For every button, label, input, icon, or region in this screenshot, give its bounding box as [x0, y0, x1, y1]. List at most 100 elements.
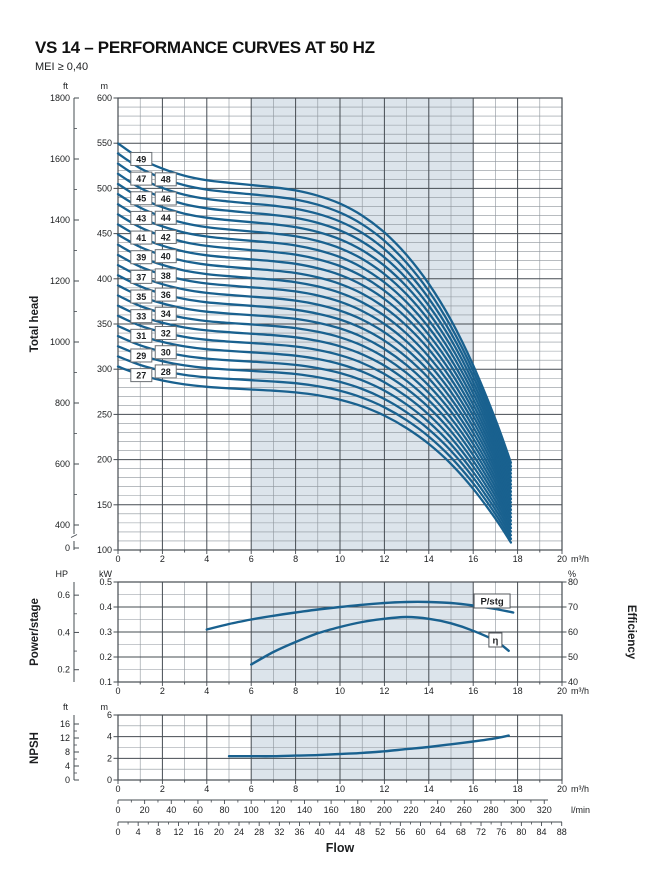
stage-label-46: 46 [154, 191, 177, 206]
head-m-tick-label: 400 [97, 274, 112, 284]
x-axis-tick-label: 8 [293, 554, 298, 564]
x-axis-tick-label: 12 [379, 686, 389, 696]
lmin-tick-label: 260 [457, 805, 472, 815]
npsh-axis-title: NPSH [29, 732, 41, 764]
flow-scale3-tick-label: 84 [537, 827, 547, 837]
x-axis-tick-label: 10 [335, 554, 345, 564]
pct-unit-label: % [568, 569, 576, 579]
stage-label-box [154, 326, 177, 341]
stage-label-text: 44 [161, 213, 171, 223]
ft-ruler-break [70, 534, 78, 538]
stage-label-text: 31 [136, 331, 146, 341]
head-ft-unit-label: ft [63, 81, 69, 91]
flow-scale3-tick-label: 76 [496, 827, 506, 837]
kw-tick-label: 0.5 [99, 577, 112, 587]
stage-label-text: 33 [136, 312, 146, 322]
head-m-tick-label: 300 [97, 364, 112, 374]
stage-label-36: 36 [154, 287, 177, 302]
stage-label-37: 37 [130, 269, 153, 284]
stage-label-box [130, 269, 153, 284]
x-axis-tick-label: 16 [468, 784, 478, 794]
head-curve-42 [116, 213, 513, 490]
npsh-m-tick-label: 2 [107, 753, 112, 763]
head-curve-28 [116, 355, 513, 541]
pct-tick-label: 80 [568, 577, 578, 587]
lmin-tick-label: 100 [244, 805, 259, 815]
lmin-tick-label: 180 [350, 805, 365, 815]
x-axis-tick-label: 4 [204, 686, 209, 696]
x-axis-unit-label: m³/h [571, 554, 589, 564]
stage-label-28: 28 [154, 364, 177, 379]
power-curve [205, 600, 515, 631]
total-head-axis-title: Total head [29, 296, 41, 353]
stage-label-box [154, 249, 177, 264]
stage-label-47: 47 [130, 171, 153, 186]
stage-label-box [130, 191, 153, 206]
flow-scale3-tick-label: 12 [173, 827, 183, 837]
flow-scale3-tick-label: 72 [476, 827, 486, 837]
stage-label-text: 38 [161, 271, 171, 281]
npsh-ft-unit-label: ft [63, 702, 69, 712]
pct-tick-label: 70 [568, 602, 578, 612]
head-m-tick-label: 550 [97, 138, 112, 148]
hp-tick-label: 0.4 [57, 627, 70, 637]
stage-label-text: 29 [136, 351, 146, 361]
stage-label-30: 30 [154, 345, 177, 360]
head-curve-43 [116, 203, 513, 486]
flow-scale3-tick-label: 8 [156, 827, 161, 837]
stage-label-box [154, 345, 177, 360]
stage-label-box [130, 171, 153, 186]
head-ft-tick-label: 1000 [50, 337, 70, 347]
x-axis-tick-label: 2 [160, 784, 165, 794]
stage-label-box [130, 309, 153, 324]
curve-label-box [473, 593, 511, 609]
stage-label-41: 41 [130, 230, 153, 245]
flow-scale3-tick-label: 44 [335, 827, 345, 837]
head-ft-tick-label: 0 [65, 543, 70, 553]
efficiency-curve-label: η [488, 632, 503, 648]
head-ft-tick-label: 800 [55, 398, 70, 408]
flow-scale3-tick-label: 4 [136, 827, 141, 837]
flow-scale3-tick-label: 48 [355, 827, 365, 837]
x-axis-tick-label: 18 [513, 686, 523, 696]
stage-label-box [130, 250, 153, 265]
lmin-tick-label: 280 [483, 805, 498, 815]
hp-tick-label: 0.2 [57, 665, 70, 675]
kw-tick-label: 0.3 [99, 627, 112, 637]
lmin-tick-label: 20 [140, 805, 150, 815]
stage-label-box [154, 172, 177, 187]
head-curve-36 [116, 274, 513, 512]
head-curve-40 [116, 233, 513, 497]
flow-scale3-tick-label: 88 [557, 827, 567, 837]
stage-label-48: 48 [154, 172, 177, 187]
flow-scale3-tick-label: 52 [375, 827, 385, 837]
stage-label-text: 40 [161, 252, 171, 262]
flow-scale3-tick-label: 56 [395, 827, 405, 837]
stage-label-text: 42 [161, 232, 171, 242]
x-axis-tick-label: 20 [557, 686, 567, 696]
lmin-tick-label: 200 [377, 805, 392, 815]
stage-label-box [154, 287, 177, 302]
x-axis-unit-label: m³/h [571, 686, 589, 696]
lmin-tick-label: 60 [193, 805, 203, 815]
stage-label-49: 49 [130, 151, 153, 166]
x-axis-tick-label: 20 [557, 554, 567, 564]
flow-scale3-tick-label: 16 [194, 827, 204, 837]
flow-scale3-tick-label: 32 [274, 827, 284, 837]
head-curve-46 [116, 172, 513, 475]
stage-label-box [154, 210, 177, 225]
npsh-m-tick-label: 4 [107, 732, 112, 742]
npsh-curve [227, 734, 510, 758]
npsh-m-tick-label: 6 [107, 710, 112, 720]
lmin-unit-label: l/min [571, 805, 590, 815]
flow-scale3-tick-label: 64 [436, 827, 446, 837]
x-axis-tick-label: 16 [468, 686, 478, 696]
stage-label-text: 46 [161, 194, 171, 204]
stage-label-box [154, 364, 177, 379]
stage-label-text: 37 [136, 272, 146, 282]
npsh-m-tick-label: 0 [107, 775, 112, 785]
lmin-tick-label: 320 [537, 805, 552, 815]
kw-unit-label: kW [99, 569, 113, 579]
x-axis-tick-label: 6 [249, 784, 254, 794]
